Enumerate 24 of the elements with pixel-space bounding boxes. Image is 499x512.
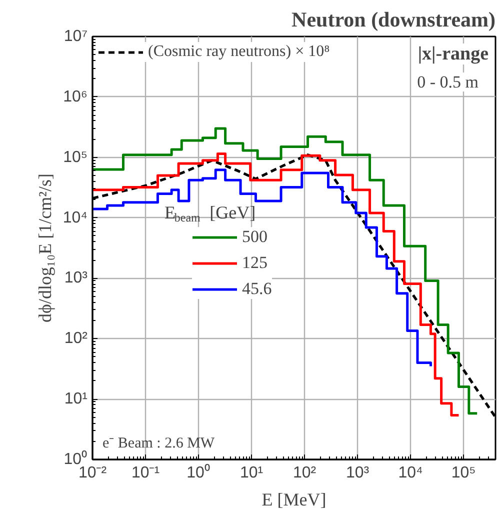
y-tick-label: 10⁶: [63, 88, 88, 106]
legend-label: (Cosmic ray neutrons) × 10⁸: [148, 43, 330, 61]
legend-label: 125: [242, 253, 268, 273]
x-tick-label: 10⁴: [398, 464, 424, 482]
y-axis-title: dϕ/dlog₁₀E [1/cm²/s]: [34, 174, 55, 322]
x-tick-label: 10⁰: [186, 464, 210, 482]
x-tick-label: 10⁻¹: [131, 464, 160, 482]
x-tick-label: 10⁵: [451, 464, 476, 482]
y-tick-label: 10⁴: [62, 209, 88, 226]
y-tick-label: 10⁵: [63, 148, 88, 166]
x-tick-label: 10²: [292, 464, 317, 482]
y-tick-label: 10²: [64, 330, 88, 348]
annotation: 0 - 0.5 m: [417, 72, 479, 92]
x-tick-label: 10³: [346, 464, 370, 482]
legend-label: 45.6: [242, 279, 272, 299]
y-tick-label: 10⁷: [64, 28, 88, 45]
annotation: e⁻ Beam : 2.6 MW: [102, 436, 216, 452]
x-axis-title: E [MeV]: [262, 490, 326, 510]
y-tick-label: 10¹: [64, 390, 88, 408]
legend-label: 500: [242, 227, 268, 247]
annotation: |x|-range: [418, 44, 489, 64]
x-tick-label: 10¹: [240, 464, 264, 482]
chart-title: Neutron (downstream): [292, 8, 496, 32]
y-tick-label: 10³: [64, 270, 88, 287]
